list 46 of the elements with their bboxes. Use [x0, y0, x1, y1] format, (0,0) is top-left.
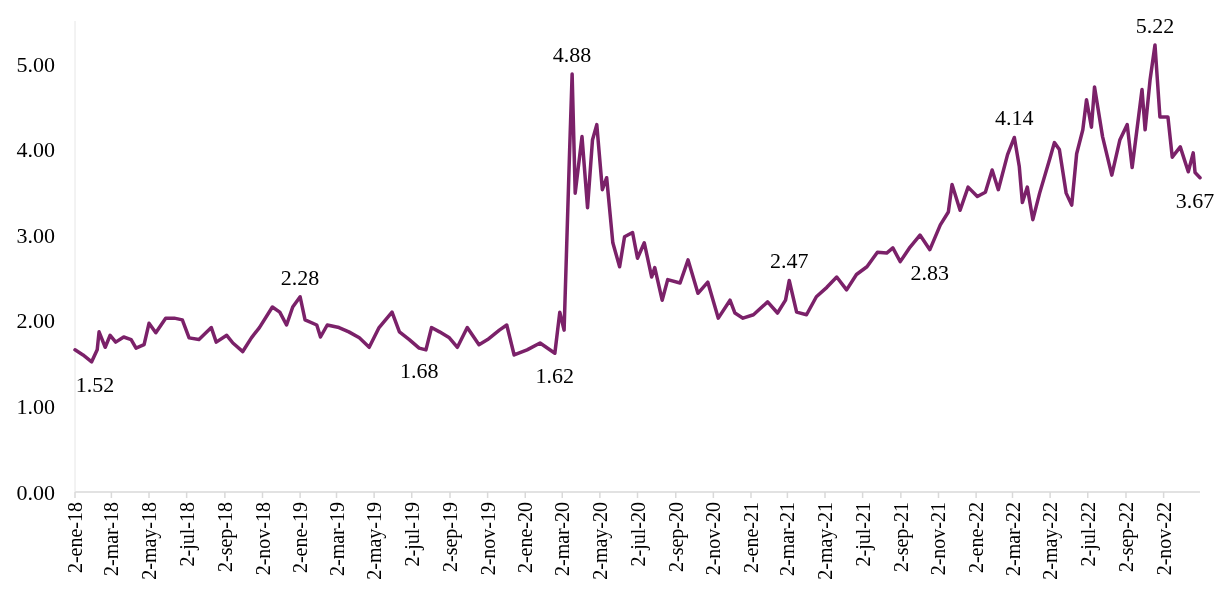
annotation: 3.67 [1175, 187, 1215, 213]
x-tick-label: 2-nov-18 [251, 502, 274, 576]
annotation: 5.22 [1135, 12, 1175, 38]
x-tick-label: 2-ene-21 [739, 502, 762, 574]
y-tick-label: 5.00 [16, 51, 55, 77]
x-tick-label: 2-jul-18 [175, 502, 199, 567]
y-tick-label: 2.00 [16, 308, 55, 334]
x-tick-label: 2-may-22 [1039, 502, 1063, 580]
y-tick-label: 0.00 [16, 479, 55, 505]
x-tick-label: 2-sep-21 [889, 502, 913, 572]
x-tick-label: 2-may-21 [814, 502, 837, 580]
annotation: 4.88 [552, 42, 592, 68]
annotation: 2.47 [769, 248, 809, 274]
annotation: 2.83 [910, 259, 950, 285]
x-tick-label: 2-nov-21 [927, 502, 950, 576]
x-tick-label: 2-jul-21 [851, 502, 875, 567]
x-tick-label: 2-mar-19 [325, 502, 348, 577]
x-tick-label: 2-mar-21 [776, 502, 799, 577]
annotation: 1.62 [535, 363, 575, 389]
x-tick-label: 2-may-20 [588, 502, 612, 580]
annotation: 1.68 [399, 358, 439, 384]
x-tick-label: 2-sep-20 [664, 502, 688, 572]
x-tick-label: 2-mar-20 [551, 502, 574, 577]
x-tick-label: 2-jul-22 [1076, 502, 1100, 567]
x-tick-label: 2-ene-18 [64, 502, 86, 574]
annotation: 2.28 [280, 264, 320, 290]
y-tick-label: 4.00 [16, 137, 55, 163]
annotation: 1.52 [75, 371, 115, 397]
x-tick-label: 2-sep-19 [439, 502, 462, 572]
annotation: 4.14 [995, 105, 1034, 131]
x-tick-label: 2-mar-18 [100, 502, 123, 577]
x-tick-label: 2-mar-22 [1001, 502, 1024, 577]
x-tick-label: 2-may-18 [138, 502, 162, 580]
x-tick-label: 2-nov-22 [1152, 502, 1175, 576]
x-tick-label: 2-ene-19 [289, 502, 312, 574]
y-tick-label: 1.00 [16, 394, 55, 420]
x-tick-label: 2-ene-20 [514, 502, 537, 574]
x-tick-label: 2-ene-22 [965, 502, 988, 574]
x-tick-label: 2-may-19 [363, 502, 387, 580]
x-tick-label: 2-jul-19 [400, 502, 424, 567]
x-tick-label: 2-sep-18 [213, 502, 237, 572]
y-tick-label: 3.00 [16, 222, 55, 248]
x-tick-label: 2-nov-20 [702, 502, 725, 576]
x-tick-label: 2-jul-20 [626, 502, 650, 567]
x-tick-label: 2-sep-22 [1114, 502, 1138, 572]
x-tick-label: 2-nov-19 [476, 502, 499, 576]
